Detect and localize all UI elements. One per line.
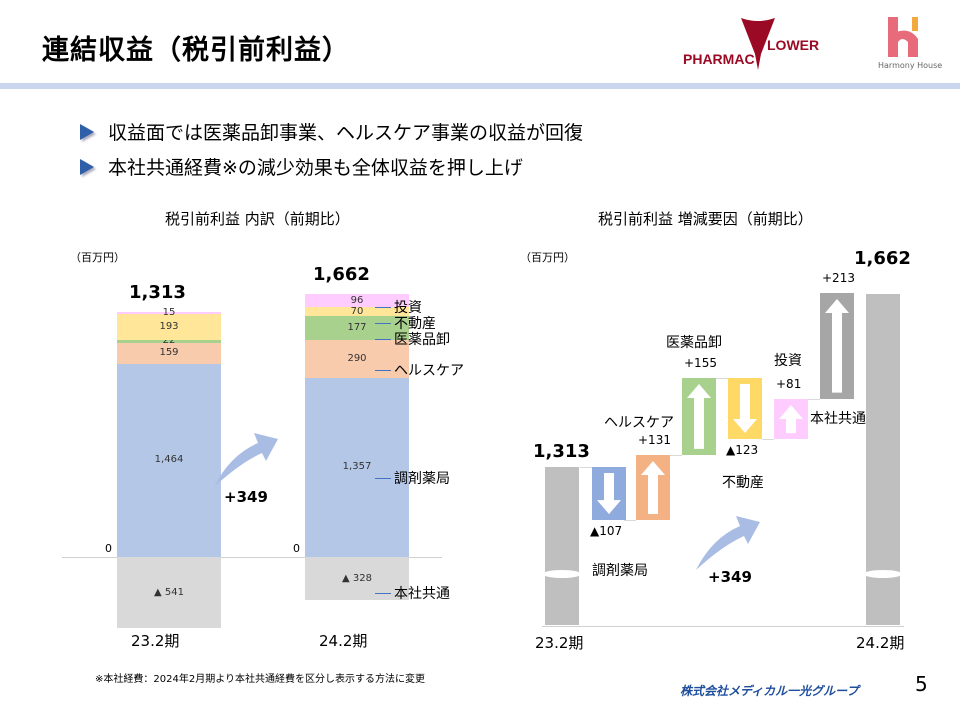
zero-label: 0 [293,542,300,555]
bar-segment-2: 22 [117,336,221,346]
category-label: 24.2期 [856,634,905,652]
step-name: 投資 [774,353,802,369]
bar-segment-0: 1,357 [305,377,409,557]
legend-leader [375,339,391,340]
zero-label: 0 [105,542,112,555]
connector [808,399,820,401]
step-bar-1 [636,455,670,521]
right-chart-title: 税引前利益 増減要因（前期比） [598,210,813,228]
step-value: +131 [638,433,671,448]
legend-leader [375,307,391,308]
harmony-house-logo: Harmony House [878,14,943,74]
bar-segment-1: 159 [117,342,221,364]
total-label: 1,662 [854,247,911,269]
harmony-house-text: Harmony House [878,61,943,70]
change-label: +349 [224,488,268,506]
arrow-up-icon [687,384,711,450]
step-bar-0 [592,467,626,521]
change-label: +349 [708,568,752,586]
h-logo-icon [888,17,918,57]
legend-label-3: 不動産 [394,316,436,332]
step-name: 本社共通 [810,411,866,427]
end-bar [866,293,900,625]
increase-arrow-icon [214,433,278,487]
title-divider [0,83,960,89]
x-axis-line [542,626,904,627]
bullet-2: 本社共通経費※の減少効果も全体収益を押し上げ [80,153,523,180]
step-value: +155 [684,356,717,371]
footnote: ※本社経費：2024年2月期より本社共通経費を区分し表示する方法に変更 [95,674,425,685]
step-value: +213 [822,271,855,286]
step-bar-4 [774,399,808,440]
bar-segment-3: 70 [305,306,409,316]
legend-label-2: 医薬品卸 [394,332,450,348]
bar-segment-2: 177 [305,316,409,340]
bar-segment-4: 96 [305,294,409,307]
increase-arrow-icon [696,516,760,570]
page-number: 5 [915,672,928,696]
bar-segment-4: 15 [117,308,221,318]
total-label: 1,313 [533,441,590,462]
legend-label-0: 調剤薬局 [394,471,450,487]
arrow-up-icon [779,405,803,434]
right-chart-unit: （百万円） [520,251,575,264]
legend-leader [375,478,391,479]
step-name: 不動産 [722,475,764,491]
connector [670,455,682,457]
step-bar-5 [820,293,854,400]
arrow-down-icon [733,384,757,434]
flower-icon: PHARMAC LOWER [683,18,819,70]
legend-label-5: 本社共通 [394,586,450,602]
bar-segment-1: 290 [305,339,409,378]
step-name: 調剤薬局 [592,563,648,579]
total-label: 1,662 [313,264,370,286]
category-label: 24.2期 [319,632,368,650]
arrow-up-icon [825,299,849,394]
legend-label-4: 投資 [394,300,422,316]
step-name: 医薬品卸 [666,335,722,351]
step-value: ▲107 [590,524,623,539]
step-bar-2 [682,378,716,456]
arrow-down-icon [597,473,621,515]
legend-leader [375,323,391,324]
connector [624,520,636,522]
step-value: ▲123 [726,443,759,458]
start-bar [545,467,579,625]
bar-segment-3: 193 [117,314,221,340]
bullet-arrow-icon [80,123,94,140]
arrow-up-icon [641,461,665,515]
category-label: 23.2期 [535,634,584,652]
step-name: ヘルスケア [604,415,674,431]
category-label: 23.2期 [131,632,180,650]
left-chart-unit: （百万円） [70,251,125,264]
legend-leader [375,370,391,371]
connector [762,439,774,441]
connector [580,467,592,468]
left-chart-title: 税引前利益 内訳（前期比） [165,210,350,228]
zero-axis-line [62,557,442,558]
axis-break [543,570,581,578]
bullet-text: 収益面では医薬品卸事業、ヘルスケア事業の収益が回復 [108,122,584,144]
total-label: 1,313 [129,282,186,304]
group-logo: 株式会社メディカル一光グループ [680,684,859,698]
bar-segment-5: ▲ 328 [305,557,409,601]
bullet-arrow-icon [80,158,94,175]
pharmacy-flower-logo: PHARMAC LOWER [683,14,833,72]
stacked-chart: 1,464 159 22 193 15 ▲ 541 1,313 0 23.2期 1,357 290 1… [62,264,464,650]
svg-text:PHARMAC: PHARMAC [683,51,755,67]
connector [716,378,728,380]
step-bar-3 [728,378,762,440]
legend-label-1: ヘルスケア [394,363,464,379]
bullet-1: 収益面では医薬品卸事業、ヘルスケア事業の収益が回復 [80,118,583,145]
legend-leader [375,593,391,594]
bar-segment-0: 1,464 [117,363,221,557]
page-title: 連結収益（税引前利益） [42,35,350,66]
bar-segment-5: ▲ 541 [117,557,221,629]
bullet-text: 本社共通経費※の減少効果も全体収益を押し上げ [108,157,523,179]
axis-break [864,570,902,578]
svg-text:LOWER: LOWER [767,37,819,53]
step-value: +81 [776,377,802,392]
